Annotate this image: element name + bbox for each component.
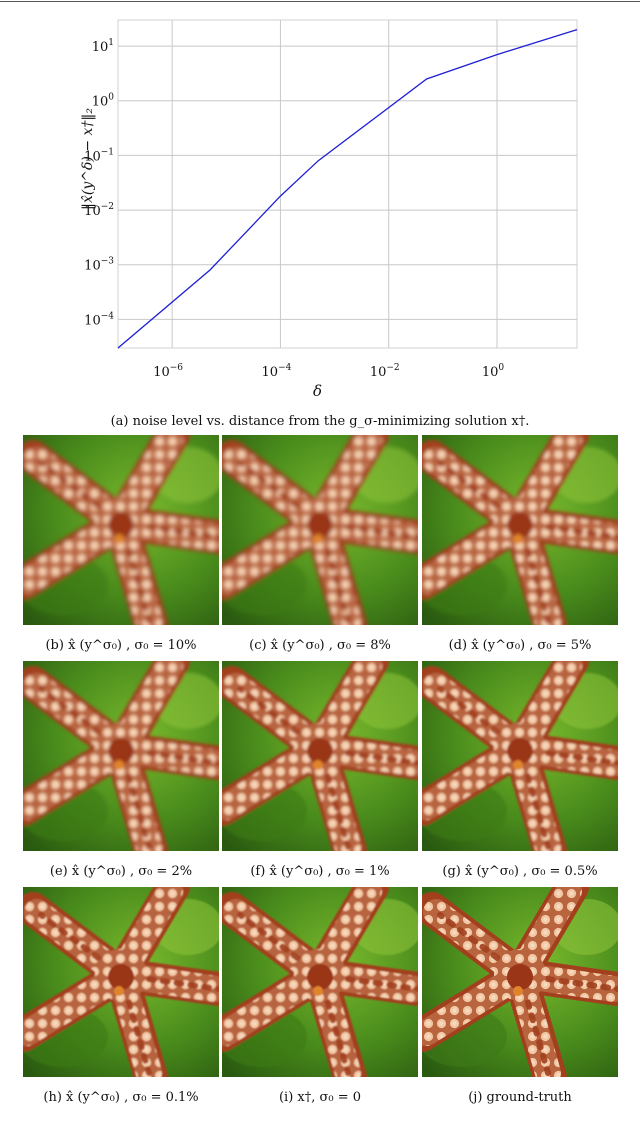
plot-frame [117, 19, 578, 349]
panel-caption-d: (d) x̂ (y^σ₀) , σ₀ = 5% [448, 638, 592, 653]
y-axis-label: ‖x̂(y^δ) − x†‖₂ [80, 108, 96, 210]
panel-caption-g: (g) x̂ (y^σ₀) , σ₀ = 0.5% [442, 864, 598, 879]
y-tick-label-4: 100 [92, 93, 115, 110]
starfish-image-h [23, 887, 219, 1077]
x-tick-label-3: 100 [482, 363, 505, 380]
series-line-0 [117, 28, 578, 349]
panel-caption-h: (h) x̂ (y^σ₀) , σ₀ = 0.1% [43, 1090, 199, 1105]
starfish-image-b [23, 435, 219, 625]
starfish-image-j [422, 887, 618, 1077]
panel-caption-j: (j) ground-truth [468, 1090, 572, 1105]
top-rule [0, 1, 640, 2]
error-vs-noise-chart: 10−6 10−4 10−2 100 10−4 10−3 10−2 10−1 100 101 δ ‖x… [80, 19, 578, 400]
x-tick-label-0: 10−6 [153, 363, 183, 380]
panel-caption-b: (b) x̂ (y^σ₀) , σ₀ = 10% [45, 638, 197, 653]
caption-a-text: (a) noise level vs. distance from the g_… [110, 414, 530, 429]
starfish-image-c [222, 435, 418, 625]
y-tick-label-0: 10−4 [84, 311, 114, 328]
y-tick-label-5: 101 [92, 38, 114, 55]
caption-a: (a) noise level vs. distance from the g_… [0, 414, 640, 429]
panel-caption-i: (i) x†, σ₀ = 0 [278, 1090, 362, 1105]
x-tick-label-2: 10−2 [370, 363, 400, 380]
y-tick-label-1: 10−3 [84, 257, 114, 274]
starfish-image-f [222, 661, 418, 851]
starfish-image-d [422, 435, 618, 625]
x-tick-label-1: 10−4 [262, 363, 292, 380]
x-axis-label: δ [313, 382, 322, 400]
panel-caption-c: (c) x̂ (y^σ₀) , σ₀ = 8% [249, 638, 391, 653]
y-tick-label-3: 10−1 [84, 147, 114, 164]
starfish-image-g [422, 661, 618, 851]
starfish-image-e [23, 661, 219, 851]
panel-caption-f: (f) x̂ (y^σ₀) , σ₀ = 1% [250, 864, 390, 879]
panel-caption-e: (e) x̂ (y^σ₀) , σ₀ = 2% [49, 864, 193, 879]
y-tick-label-2: 10−2 [84, 202, 114, 219]
starfish-image-i [222, 887, 418, 1077]
